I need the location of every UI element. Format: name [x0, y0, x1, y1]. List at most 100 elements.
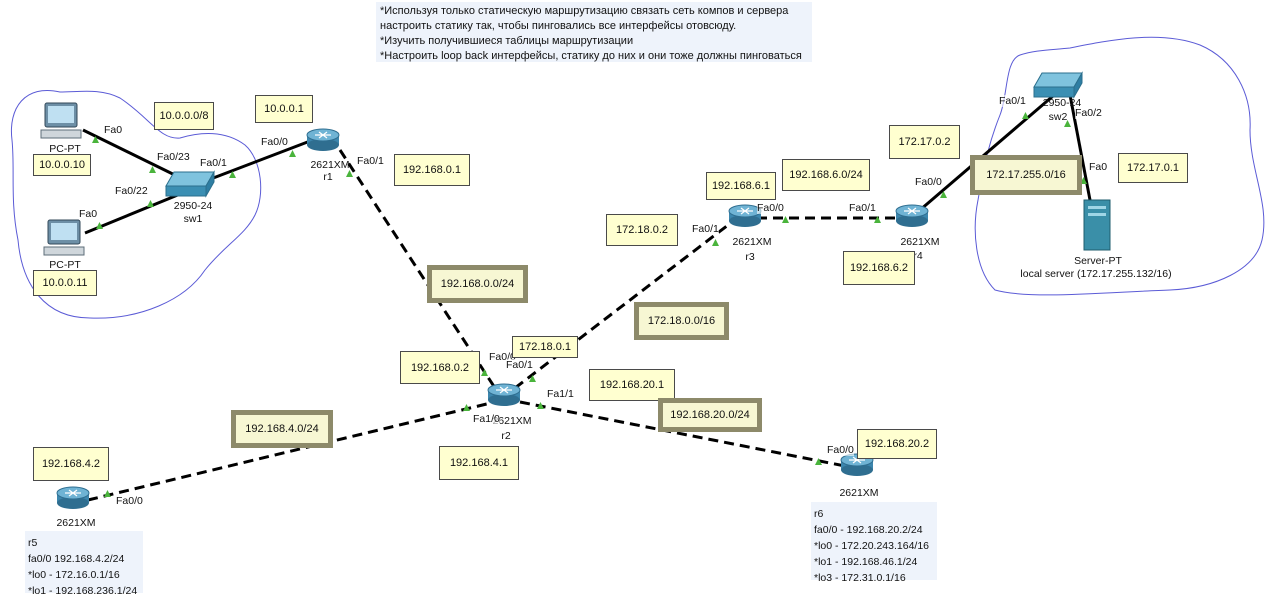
- r5-info-title: r5: [28, 537, 38, 549]
- r2-name-label: r2: [501, 430, 511, 442]
- r2-model-label: 2621XM: [492, 415, 532, 427]
- r1-name-label: r1: [323, 171, 333, 183]
- link-sw2-server: [1068, 94, 1092, 201]
- r5-info-line: *lo1 - 192.168.236.1/24: [28, 585, 138, 597]
- port-up-indicator: [537, 402, 544, 409]
- task-note: *Используя только статическую маршрутиза…: [376, 2, 812, 62]
- r6-info-line: *lo1 - 192.168.46.1/24: [814, 556, 918, 568]
- network-label: 192.168.20.0/24: [658, 398, 762, 432]
- port-up-indicator: [229, 171, 236, 178]
- port-label: Fa0/1: [200, 157, 227, 169]
- switch-icon[interactable]: [165, 170, 215, 198]
- port-up-indicator: [104, 490, 111, 497]
- r5-model-label: 2621XM: [56, 517, 96, 529]
- port-label: Fa0/1: [849, 202, 876, 214]
- port-up-indicator: [481, 369, 488, 376]
- router-icon[interactable]: [487, 383, 521, 406]
- server-icon[interactable]: [1083, 199, 1111, 251]
- sw1-name-label: sw1: [183, 213, 203, 225]
- pc2-type-label: PC-PT: [49, 259, 81, 271]
- port-label: Fa0/22: [115, 185, 148, 197]
- server-type-label: Server-PT: [1074, 255, 1122, 267]
- task-note-line: *Изучить получившиеся таблицы маршрутиза…: [380, 35, 634, 47]
- port-up-indicator: [1064, 120, 1071, 127]
- pc-icon[interactable]: [40, 102, 82, 139]
- r6-info-line: fa0/0 - 192.168.20.2/24: [814, 524, 923, 536]
- r4-name-label: r4: [913, 250, 923, 262]
- network-label: 192.168.6.0/24: [782, 159, 870, 191]
- switch-icon[interactable]: [1033, 71, 1083, 99]
- ip-label: 192.168.20.1: [589, 369, 675, 401]
- port-label: Fa0: [1089, 161, 1108, 173]
- port-label: Fa0/23: [157, 151, 190, 163]
- port-up-indicator: [463, 404, 470, 411]
- port-label: Fa0: [79, 208, 98, 220]
- link-r4-sw2: [919, 88, 1061, 212]
- pc1-ip-label: 10.0.0.10: [33, 154, 91, 176]
- network-label: 172.18.0.0/16: [634, 302, 729, 340]
- ip-label: 192.168.4.2: [33, 447, 109, 481]
- port-label: Fa0/0: [261, 136, 288, 148]
- sw1-model-label: 2950-24: [173, 200, 213, 212]
- port-label: Fa0/2: [1075, 107, 1102, 119]
- port-label: Fa0/0: [915, 176, 942, 188]
- ip-label: 172.18.0.1: [512, 336, 578, 358]
- sw2-model-label: 2950-24: [1042, 97, 1082, 109]
- router-icon[interactable]: [306, 128, 340, 151]
- port-up-indicator: [147, 200, 154, 207]
- r5-info-line: fa0/0 192.168.4.2/24: [28, 553, 125, 565]
- task-note-line: *Настроить loop back интерфейсы, статику…: [380, 50, 802, 62]
- pc-icon[interactable]: [43, 219, 85, 256]
- r6-info-line: *lo0 - 172.20.243.164/16: [814, 540, 930, 552]
- network-label: 10.0.0.0/8: [154, 102, 214, 130]
- port-up-indicator: [346, 170, 353, 177]
- link-r2-r5: [87, 400, 496, 502]
- port-label: Fa0/1: [692, 223, 719, 235]
- r6-info-note: r6 fa0/0 - 192.168.20.2/24 *lo0 - 172.20…: [811, 502, 937, 584]
- link-r2-r3: [514, 220, 733, 390]
- link-pc2-sw1: [84, 190, 186, 235]
- port-indicators: [92, 112, 1087, 497]
- ip-label: 192.168.0.2: [400, 351, 480, 384]
- port-up-indicator: [529, 375, 536, 382]
- ip-label: 192.168.6.1: [706, 172, 776, 200]
- r6-info-title: r6: [814, 508, 824, 520]
- ip-label: 172.18.0.2: [606, 214, 678, 246]
- port-label: Fa0/1: [506, 359, 533, 371]
- ip-label: 10.0.0.1: [255, 95, 313, 123]
- port-label: Fa1/1: [547, 388, 574, 400]
- port-up-indicator: [782, 216, 789, 223]
- port-up-indicator: [149, 166, 156, 173]
- port-label: Fa0/0: [827, 444, 854, 456]
- pc2-ip-label: 10.0.0.11: [33, 270, 97, 296]
- router-icon[interactable]: [56, 486, 90, 509]
- port-up-indicator: [874, 216, 881, 223]
- port-up-indicator: [940, 191, 947, 198]
- link-sw1-r1: [207, 136, 319, 182]
- port-label: Fa1/0: [473, 413, 500, 425]
- port-label: Fa0/1: [999, 95, 1026, 107]
- r6-info-line: *lo3 - 172.31.0.1/16: [814, 572, 906, 584]
- network-label: 192.168.4.0/24: [231, 410, 333, 448]
- router-icon[interactable]: [895, 204, 929, 227]
- port-label: Fa0/0: [116, 495, 143, 507]
- ip-label: 192.168.4.1: [439, 446, 519, 480]
- port-label: Fa0/0: [757, 202, 784, 214]
- r5-info-line: *lo0 - 172.16.0.1/16: [28, 569, 120, 581]
- link-pc1-sw1: [82, 128, 186, 182]
- port-label: Fa0/1: [357, 155, 384, 167]
- port-up-indicator: [815, 458, 822, 465]
- r4-model-label: 2621XM: [900, 236, 940, 248]
- ip-label: 192.168.6.2: [843, 251, 915, 285]
- task-note-line: *Используя только статическую маршрутиза…: [380, 5, 789, 17]
- pc1-type-label: PC-PT: [49, 143, 81, 155]
- network-label: 192.168.0.0/24: [427, 265, 528, 303]
- port-up-indicator: [96, 222, 103, 229]
- router-icon[interactable]: [728, 204, 762, 227]
- network-label: 172.17.255.0/16: [970, 155, 1082, 195]
- port-up-indicator: [712, 239, 719, 246]
- r1-model-label: 2621XM: [310, 159, 350, 171]
- server-name-label: local server (172.17.255.132/16): [1020, 268, 1172, 280]
- ip-label: 172.17.0.2: [889, 125, 960, 159]
